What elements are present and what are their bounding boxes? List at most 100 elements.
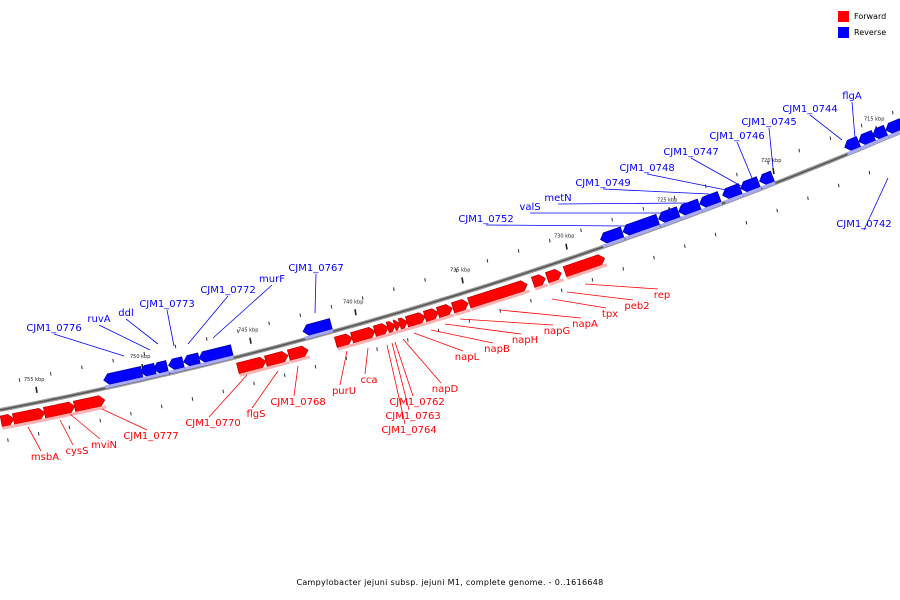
legend-reverse-label: Reverse — [854, 27, 887, 37]
reverse-gene-block — [759, 170, 775, 185]
tick-upper — [330, 304, 333, 309]
forward-gene-block — [385, 321, 396, 334]
forward-gene-block — [392, 319, 401, 332]
reverse-gene-label: CJM1_0773 — [139, 299, 194, 310]
tick-lower — [253, 381, 255, 386]
reverse-gene-block-shade — [141, 374, 157, 381]
tick-upper — [642, 206, 645, 211]
tick-lower — [68, 425, 71, 430]
reverse-gene-block-shade — [846, 146, 862, 156]
forward-leader — [394, 341, 414, 397]
reverse-gene-block-shade — [104, 377, 144, 389]
reverse-gene-block-shade — [304, 329, 334, 340]
forward-gene-block — [11, 408, 46, 425]
reverse-gene-block-shade — [624, 224, 661, 240]
tick-label: 720 kbp — [761, 158, 781, 164]
forward-gene-block-shade — [454, 308, 471, 317]
tick-lower — [160, 404, 163, 409]
reverse-leader — [485, 224, 626, 227]
forward-gene-label: CJM1_0777 — [123, 431, 178, 442]
reverse-gene-label: CJM1_0767 — [288, 263, 343, 274]
reverse-leader — [166, 309, 175, 347]
forward-leader — [551, 298, 607, 309]
major-tick — [461, 277, 464, 284]
tick-label: 745 kbp — [238, 328, 258, 334]
forward-gene-block-shade — [239, 366, 269, 377]
forward-gene-label: tpx — [602, 309, 618, 320]
tick-lower — [591, 277, 594, 282]
forward-gene-block — [350, 327, 376, 344]
reverse-gene-block — [168, 356, 185, 371]
tick-lower — [653, 255, 655, 260]
reverse-gene-label: CJM1_0748 — [619, 163, 674, 174]
forward-gene-label: CJM1_0768 — [270, 397, 325, 408]
forward-gene-label: napH — [512, 335, 538, 346]
forward-gene-label: mviN — [91, 440, 117, 451]
forward-gene-block-shade — [45, 411, 77, 422]
reverse-gene-block-shade — [680, 209, 703, 220]
tick-upper — [829, 136, 832, 140]
tick-upper — [517, 249, 520, 253]
reverse-gene-block-shade — [184, 363, 202, 371]
genome-caption: Campylobacter jejuni subsp. jejuni M1, c… — [296, 578, 604, 587]
tick-upper — [798, 148, 801, 153]
reverse-gene-label: CJM1_0772 — [200, 285, 255, 296]
forward-leader — [413, 332, 464, 352]
forward-gene-block-shade — [376, 332, 391, 340]
forward-gene-block-shade — [389, 330, 398, 336]
forward-leader — [251, 370, 279, 409]
reverse-gene-block-shade — [761, 181, 776, 190]
tick-label: 750 kbp — [130, 354, 150, 360]
forward-gene-block — [397, 317, 408, 330]
forward-gene-block-shade — [408, 321, 428, 331]
forward-gene-block — [467, 280, 528, 309]
reverse-leader — [690, 157, 742, 187]
reverse-gene-block — [678, 198, 702, 216]
tick-lower — [376, 347, 378, 351]
legend-forward: Forward — [838, 9, 886, 23]
forward-swatch — [838, 10, 849, 22]
major-tick — [249, 337, 252, 344]
forward-gene-block — [264, 351, 289, 368]
forward-gene-label: napA — [572, 319, 598, 330]
tick-lower — [714, 232, 717, 237]
tick-lower — [7, 438, 9, 442]
forward-gene-block — [545, 269, 562, 284]
tick-lower — [283, 373, 286, 378]
forward-gene-block — [42, 401, 76, 419]
reverse-gene-block-shade — [860, 140, 877, 150]
forward-gene-block-shade — [401, 327, 410, 333]
forward-gene-block — [286, 345, 309, 361]
tick-lower — [99, 418, 101, 423]
tick-lower — [868, 170, 871, 175]
tick-lower — [314, 364, 317, 369]
reverse-gene-block — [740, 176, 761, 193]
forward-gene-label: cysS — [66, 446, 89, 457]
forward-gene-label: peb2 — [624, 301, 649, 312]
tick-lower — [530, 298, 532, 303]
reverse-leader — [125, 318, 159, 345]
reverse-leader — [602, 188, 710, 195]
reverse-gene-block — [872, 124, 889, 140]
tick-upper — [611, 217, 613, 222]
tick-label: 755 kbp — [24, 377, 44, 383]
tick-upper — [18, 378, 21, 382]
reverse-gene-block-shade — [602, 237, 625, 248]
forward-gene-block-shade — [290, 355, 311, 364]
reverse-gene-label: valS — [519, 202, 540, 213]
forward-leader — [391, 342, 410, 411]
tick-upper — [580, 228, 582, 233]
forward-gene-block — [236, 356, 267, 375]
forward-gene-block-shade — [75, 405, 107, 415]
reverse-leader — [863, 177, 889, 231]
forward-leader — [459, 318, 554, 326]
major-tick — [772, 167, 775, 175]
forward-leader — [499, 309, 582, 319]
reverse-gene-label: CJM1_0747 — [663, 147, 718, 158]
forward-gene-label: napG — [544, 326, 571, 337]
tick-lower — [745, 220, 748, 225]
reverse-gene-block — [885, 118, 900, 134]
forward-gene-block — [372, 323, 389, 338]
reverse-gene-block — [600, 226, 625, 244]
